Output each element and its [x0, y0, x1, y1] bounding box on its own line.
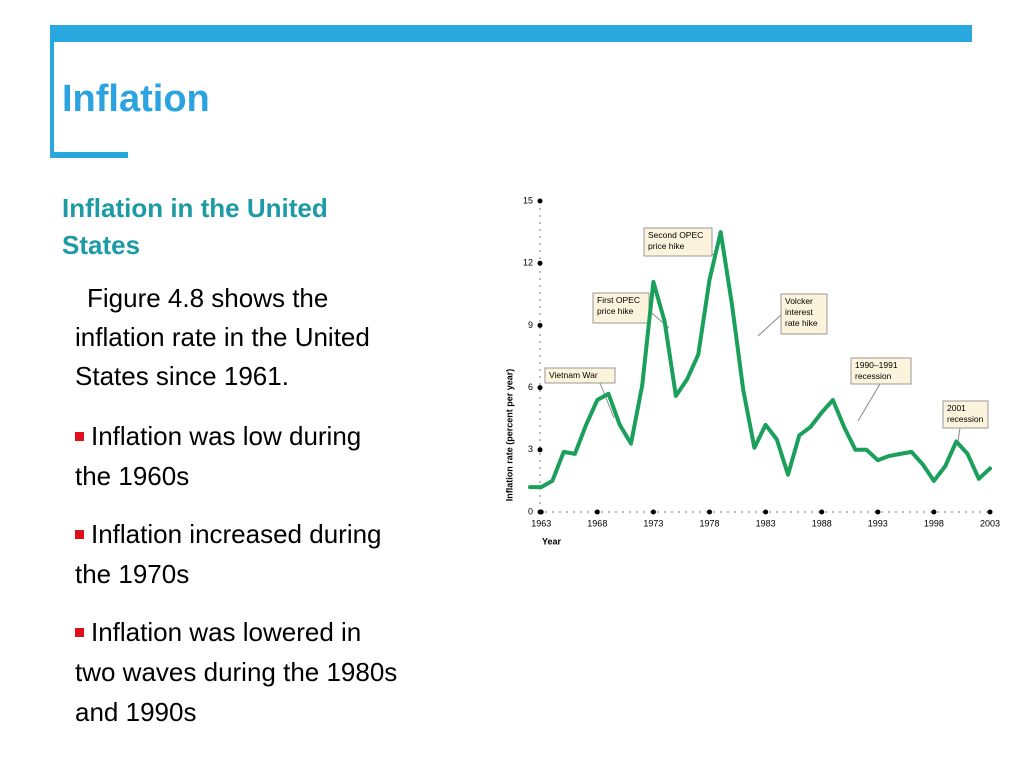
annotation-box [592, 292, 650, 324]
left-bracket [50, 25, 54, 158]
y-tick-label: 3 [528, 444, 533, 454]
annotation-box [850, 357, 912, 385]
text: two waves during the 1980s [75, 657, 398, 687]
annotation-text: price hike [648, 241, 685, 251]
y-tick-label: 9 [528, 320, 533, 330]
section-heading: Inflation in the United [62, 193, 328, 223]
bullet-line: Inflation increased during [75, 519, 382, 549]
annotation-box [643, 227, 713, 257]
y-tick-label: 0 [528, 506, 533, 516]
x-tick-label: 2003 [980, 518, 1000, 528]
bullet-line: Inflation was low during [75, 421, 361, 451]
x-tick [875, 509, 881, 515]
leader-line [599, 382, 615, 419]
annotation-text: Second OPEC [648, 230, 703, 240]
bullet-marker [75, 530, 84, 539]
y-tick-label: 12 [523, 258, 533, 268]
top-bar [50, 25, 972, 42]
text: Inflation increased during [91, 519, 382, 549]
x-tick-label: 1968 [587, 518, 607, 528]
intro-line: inflation rate in the United [75, 322, 370, 352]
inflation-line [528, 230, 992, 490]
annotation-box [942, 400, 989, 429]
annotation-text: recession [947, 414, 984, 424]
leader-line [957, 427, 961, 442]
annotation-text: Vietnam War [549, 370, 598, 380]
x-tick-label: 1983 [756, 518, 776, 528]
annotation-text: interest [785, 307, 814, 317]
annotation-text: Volcker [785, 296, 813, 306]
text: and 1990s [75, 697, 197, 727]
annotation-box [780, 293, 828, 335]
y-tick [537, 322, 543, 328]
slide-title: Inflation [62, 78, 210, 120]
bullet-line: two waves during the 1980s [75, 657, 397, 687]
x-tick [763, 509, 769, 515]
y-tick [537, 198, 543, 204]
annotation-box [544, 367, 616, 384]
y-tick-label: 15 [523, 195, 533, 205]
section-heading: States [62, 230, 140, 260]
intro-line: States since 1961. [75, 361, 289, 391]
text: the 1960s [75, 461, 190, 491]
text: Figure 4.8 shows the [87, 283, 329, 313]
x-tick-label: 1963 [531, 518, 551, 528]
y-tick-label: 6 [528, 382, 533, 392]
text: Inflation in the United [62, 193, 328, 223]
x-tick-label: 1973 [643, 518, 663, 528]
leader-line [857, 383, 881, 422]
x-tick [931, 509, 937, 515]
x-tick [819, 509, 825, 515]
y-tick [537, 447, 543, 453]
x-tick [594, 509, 600, 515]
x-tick [707, 509, 713, 515]
bullet-marker [75, 628, 84, 637]
bullet-marker [75, 432, 84, 441]
x-tick-label: 1988 [812, 518, 832, 528]
y-tick [537, 260, 543, 266]
text: Inflation was lowered in [91, 617, 362, 647]
text: States [62, 230, 141, 260]
x-tick [987, 509, 993, 515]
x-tick-label: 1998 [924, 518, 944, 528]
bullet-line: the 1960s [75, 461, 189, 491]
annotation-text: price hike [597, 306, 634, 316]
annotation-text: rate hike [785, 318, 818, 328]
x-tick-label: 1978 [699, 518, 719, 528]
text: Inflation was low during [91, 421, 362, 451]
x-tick-label: 1993 [868, 518, 888, 528]
text: States since 1961. [75, 361, 289, 391]
y-tick [537, 385, 543, 391]
annotation-text: 1990–1991 [855, 360, 898, 370]
x-axis-label: Year [542, 536, 562, 546]
bracket-foot [50, 152, 128, 158]
annotation-text: First OPEC [597, 295, 640, 305]
y-axis-label: Inflation rate (percent per year) [504, 369, 514, 502]
bullet-line: and 1990s [75, 697, 196, 727]
leader-line [757, 314, 782, 337]
bullet-line: the 1970s [75, 559, 189, 589]
x-tick [650, 509, 656, 515]
bullet-line: Inflation was lowered in [75, 617, 361, 647]
text: inflation rate in the United [75, 322, 370, 352]
intro-line: Figure 4.8 shows the [87, 283, 328, 313]
x-tick [538, 509, 544, 515]
annotation-text: 2001 [947, 403, 966, 413]
text: the 1970s [75, 559, 190, 589]
annotation-text: recession [855, 371, 892, 381]
